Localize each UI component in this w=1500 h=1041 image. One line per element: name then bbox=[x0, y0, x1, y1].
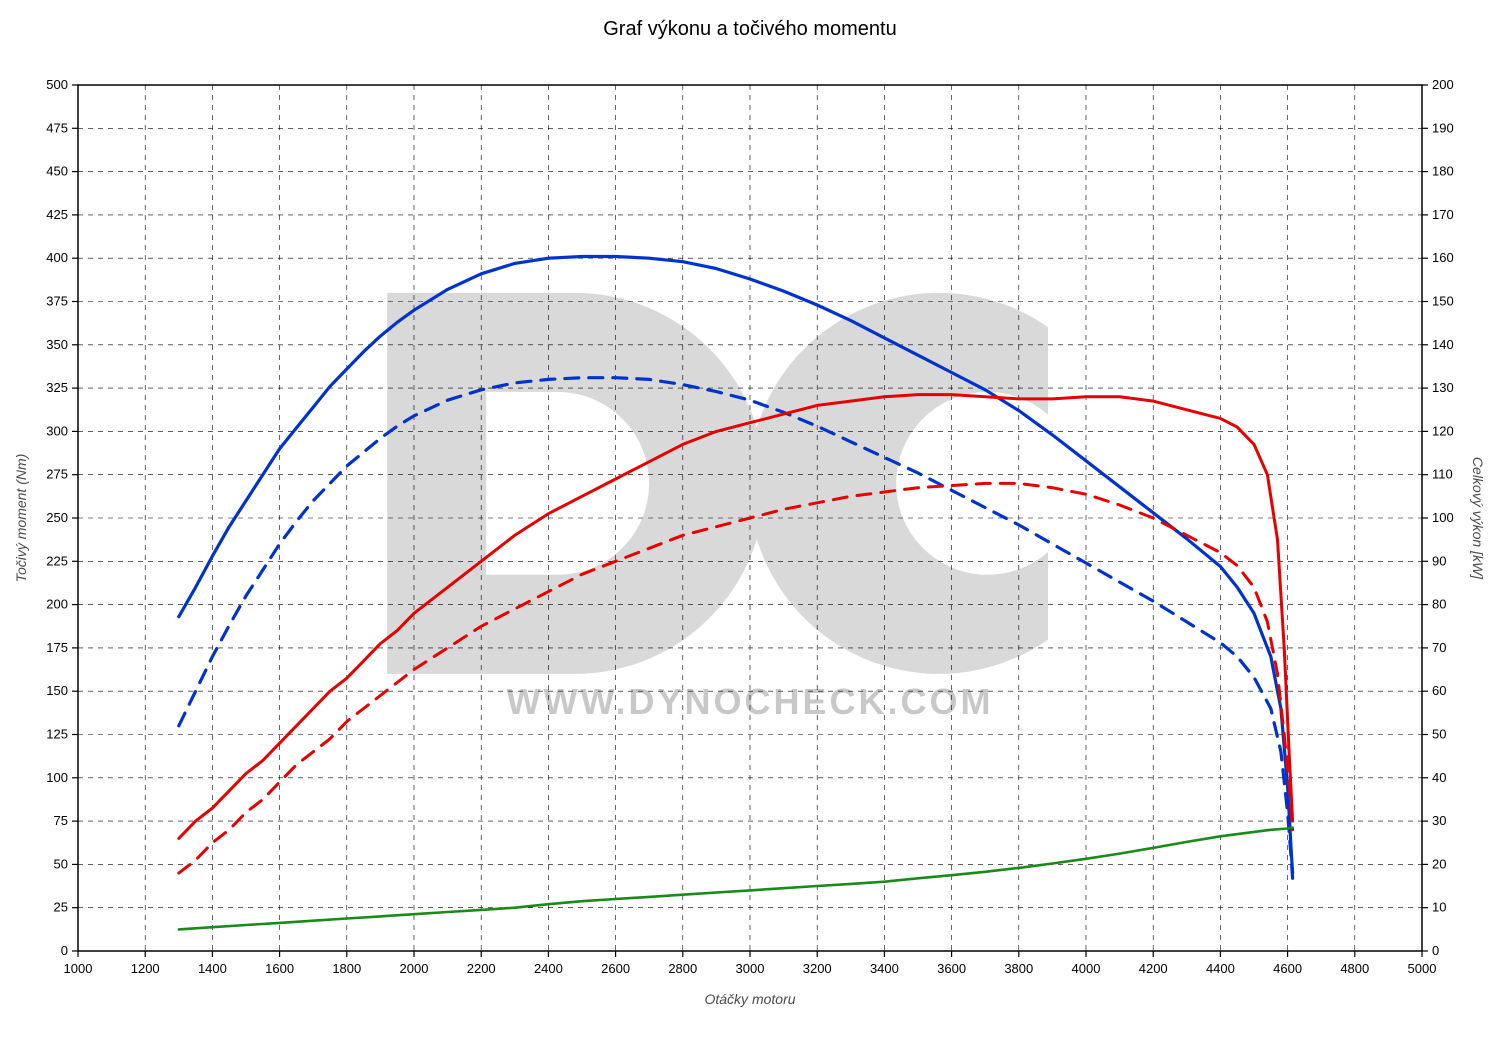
y-axis-left-label: Točivý moment (Nm) bbox=[13, 454, 29, 583]
x-tick-label: 1400 bbox=[198, 961, 227, 976]
y-left-tick-label: 25 bbox=[54, 900, 68, 915]
y-right-tick-label: 80 bbox=[1432, 597, 1446, 612]
y-left-tick-label: 225 bbox=[46, 553, 68, 568]
y-right-tick-label: 110 bbox=[1432, 467, 1453, 482]
watermark-dc: WWW.DYNOCHECK.COM bbox=[387, 293, 1048, 722]
y-left-tick-label: 350 bbox=[46, 337, 68, 352]
x-tick-label: 3400 bbox=[870, 961, 899, 976]
series-power-loss bbox=[179, 828, 1293, 930]
y-right-tick-label: 160 bbox=[1432, 250, 1454, 265]
x-tick-label: 1200 bbox=[131, 961, 160, 976]
x-tick-label: 1800 bbox=[332, 961, 361, 976]
x-tick-label: 2800 bbox=[668, 961, 697, 976]
y-right-tick-label: 200 bbox=[1432, 77, 1454, 92]
y-left-tick-label: 250 bbox=[46, 510, 68, 525]
y-right-tick-label: 40 bbox=[1432, 770, 1446, 785]
y-left-tick-label: 475 bbox=[46, 120, 68, 135]
y-left-tick-label: 425 bbox=[46, 207, 68, 222]
y-right-tick-label: 180 bbox=[1432, 164, 1454, 179]
y-right-tick-label: 50 bbox=[1432, 727, 1446, 742]
y-right-tick-label: 70 bbox=[1432, 640, 1446, 655]
y-right-tick-label: 90 bbox=[1432, 553, 1446, 568]
y-left-tick-label: 50 bbox=[54, 856, 68, 871]
x-tick-label: 1600 bbox=[265, 961, 294, 976]
x-tick-label: 3600 bbox=[937, 961, 966, 976]
x-tick-label: 4000 bbox=[1072, 961, 1101, 976]
x-axis-label: Otáčky motoru bbox=[0, 991, 1500, 1007]
y-right-tick-label: 130 bbox=[1432, 380, 1454, 395]
y-left-tick-label: 450 bbox=[46, 164, 68, 179]
chart-plot-area: WWW.DYNOCHECK.COM10001200140016001800200… bbox=[0, 0, 1500, 1041]
y-right-tick-label: 150 bbox=[1432, 294, 1454, 309]
y-right-tick-label: 10 bbox=[1432, 900, 1446, 915]
x-tick-label: 4800 bbox=[1340, 961, 1369, 976]
y-left-tick-label: 150 bbox=[46, 683, 68, 698]
y-left-tick-label: 100 bbox=[46, 770, 68, 785]
x-tick-label: 4400 bbox=[1206, 961, 1235, 976]
y-right-tick-label: 100 bbox=[1432, 510, 1454, 525]
y-left-tick-label: 200 bbox=[46, 597, 68, 612]
y-left-tick-label: 400 bbox=[46, 250, 68, 265]
y-left-tick-label: 500 bbox=[46, 77, 68, 92]
y-left-tick-label: 75 bbox=[54, 813, 68, 828]
y-left-tick-label: 125 bbox=[46, 727, 68, 742]
y-right-tick-label: 170 bbox=[1432, 207, 1454, 222]
y-left-tick-label: 325 bbox=[46, 380, 68, 395]
y-left-tick-label: 275 bbox=[46, 467, 68, 482]
y-left-tick-label: 0 bbox=[61, 943, 68, 958]
x-tick-label: 2200 bbox=[467, 961, 496, 976]
y-right-tick-label: 20 bbox=[1432, 856, 1446, 871]
y-left-tick-label: 300 bbox=[46, 423, 68, 438]
x-tick-label: 3200 bbox=[803, 961, 832, 976]
y-right-tick-label: 190 bbox=[1432, 120, 1454, 135]
y-axis-right-label: Celkový výkon [kW] bbox=[1470, 457, 1486, 579]
x-tick-label: 3800 bbox=[1004, 961, 1033, 976]
y-left-tick-label: 175 bbox=[46, 640, 68, 655]
x-tick-label: 1000 bbox=[64, 961, 93, 976]
y-right-tick-label: 120 bbox=[1432, 423, 1454, 438]
y-left-tick-label: 375 bbox=[46, 294, 68, 309]
x-tick-label: 2000 bbox=[400, 961, 429, 976]
y-right-tick-label: 60 bbox=[1432, 683, 1446, 698]
x-tick-label: 3000 bbox=[736, 961, 765, 976]
x-tick-label: 2400 bbox=[534, 961, 563, 976]
x-tick-label: 4600 bbox=[1273, 961, 1302, 976]
x-tick-label: 5000 bbox=[1408, 961, 1437, 976]
chart-title: Graf výkonu a točivého momentu bbox=[0, 18, 1500, 41]
dyno-chart: Graf výkonu a točivého momentu WWW.DYNOC… bbox=[0, 0, 1500, 1041]
y-right-tick-label: 30 bbox=[1432, 813, 1446, 828]
y-right-tick-label: 140 bbox=[1432, 337, 1454, 352]
x-tick-label: 2600 bbox=[601, 961, 630, 976]
x-tick-label: 4200 bbox=[1139, 961, 1168, 976]
series-group bbox=[179, 257, 1293, 930]
y-right-tick-label: 0 bbox=[1432, 943, 1439, 958]
